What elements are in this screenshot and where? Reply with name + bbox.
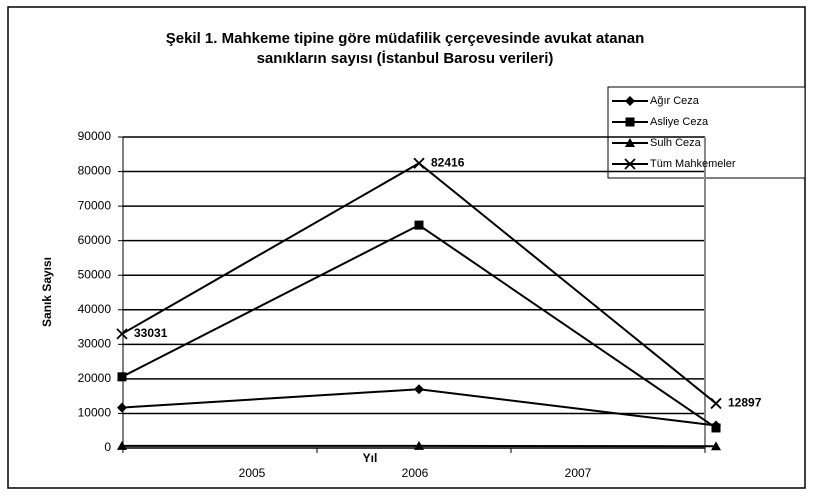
x-tick-label: 2006 — [402, 466, 429, 480]
y-tick-label: 60000 — [78, 233, 112, 247]
marker — [118, 372, 127, 381]
legend-label: Sulh Ceza — [650, 137, 702, 149]
marker — [626, 118, 635, 127]
y-tick-label: 10000 — [78, 406, 112, 420]
legend-label: Asliye Ceza — [650, 116, 709, 128]
data-label: 82416 — [431, 155, 465, 169]
marker — [415, 221, 424, 230]
legend-label: Ağır Ceza — [650, 95, 700, 107]
y-tick-label: 70000 — [78, 198, 112, 212]
y-tick-label: 20000 — [78, 371, 112, 385]
data-label: 12897 — [728, 396, 762, 410]
x-tick-label: 2005 — [239, 466, 266, 480]
y-tick-label: 90000 — [78, 129, 112, 143]
y-tick-label: 0 — [104, 440, 111, 454]
y-tick-label: 30000 — [78, 337, 112, 351]
chart-border — [8, 7, 805, 488]
y-tick-label: 80000 — [78, 164, 112, 178]
legend-label: Tüm Mahkemeler — [650, 158, 736, 170]
x-tick-label: 2007 — [565, 466, 592, 480]
marker — [712, 423, 721, 432]
y-tick-label: 50000 — [78, 267, 112, 281]
x-axis-label: Yıl — [363, 451, 378, 465]
y-axis-label: Sanık Sayısı — [40, 257, 54, 327]
chart-title: Şekil 1. Mahkeme tipine göre müdafilik ç… — [166, 30, 645, 47]
y-tick-label: 40000 — [78, 302, 112, 316]
chart-subtitle: sanıkların sayısı (İstanbul Barosu veril… — [257, 50, 554, 67]
data-label: 33031 — [134, 326, 168, 340]
